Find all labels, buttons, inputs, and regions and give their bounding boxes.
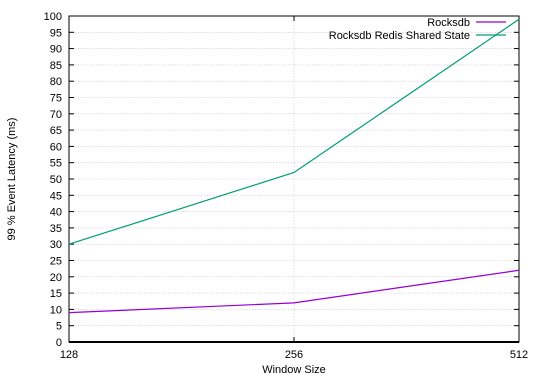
legend-label: Rocksdb Redis Shared State: [329, 30, 470, 42]
x-tick-label: 128: [60, 349, 78, 361]
y-tick-label: 70: [50, 109, 62, 121]
x-axis-title: Window Size: [262, 364, 326, 376]
y-tick-label: 50: [50, 174, 62, 186]
y-tick-label: 90: [50, 44, 62, 56]
y-tick-label: 95: [50, 27, 62, 39]
y-tick-label: 15: [50, 288, 62, 300]
y-tick-label: 60: [50, 141, 62, 153]
y-tick-label: 80: [50, 76, 62, 88]
series-line-1: [68, 269, 520, 314]
grid: [69, 16, 519, 342]
y-axis-ticks: 0 5 10 15 20 25 30 35 40 45 50 55 60 65 70 75 80 85 90 95 10…: [44, 11, 519, 349]
y-tick-label: 65: [50, 125, 62, 137]
y-axis-title: 99 % Event Latency (ms): [6, 118, 18, 241]
series: [68, 18, 520, 314]
y-tick-label: 75: [50, 93, 62, 105]
y-tick-label: 40: [50, 207, 62, 219]
x-axis-ticks: 128 256 512: [60, 16, 528, 361]
y-tick-label: 45: [50, 190, 62, 202]
series-line-2: [68, 18, 520, 245]
y-tick-label: 10: [50, 304, 62, 316]
y-tick-label: 85: [50, 60, 62, 72]
y-tick-label: 0: [56, 337, 62, 349]
legend-label: Rocksdb: [427, 17, 470, 29]
x-tick-label: 512: [510, 349, 528, 361]
y-tick-label: 35: [50, 223, 62, 235]
y-tick-label: 20: [50, 272, 62, 284]
y-tick-label: 55: [50, 158, 62, 170]
x-tick-label: 256: [285, 349, 303, 361]
y-tick-label: 100: [44, 11, 62, 23]
y-tick-label: 25: [50, 256, 62, 268]
y-tick-label: 30: [50, 239, 62, 251]
y-tick-label: 5: [56, 321, 62, 333]
